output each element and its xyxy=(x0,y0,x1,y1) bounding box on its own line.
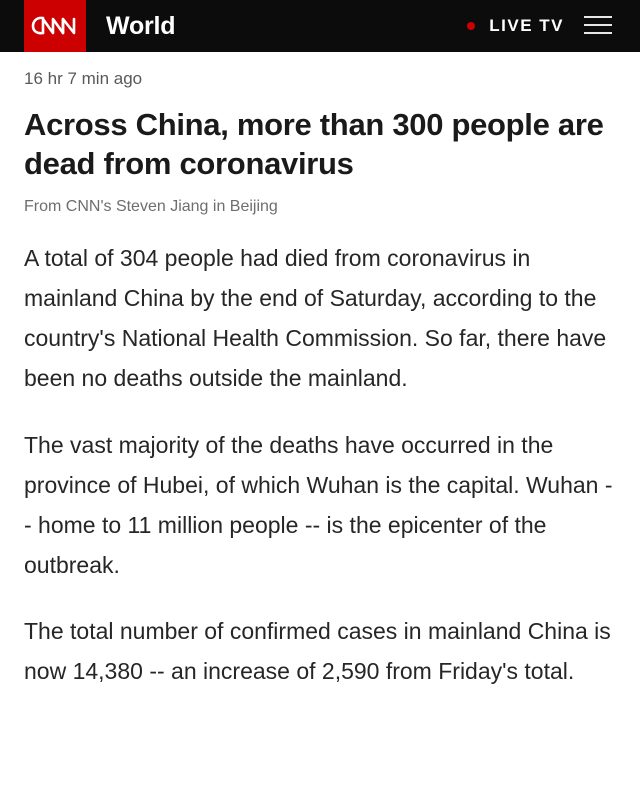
live-tv-link[interactable]: LIVE TV xyxy=(467,0,564,52)
live-tv-label: LIVE TV xyxy=(489,16,564,35)
post-byline: From CNN's Steven Jiang in Beijing xyxy=(24,198,278,215)
cnn-logo[interactable] xyxy=(24,0,86,52)
top-navigation-bar: World LIVE TV xyxy=(0,0,640,52)
post-timestamp: 16 hr 7 min ago xyxy=(24,69,143,88)
live-post: 16 hr 7 min ago Across China, more than … xyxy=(0,69,640,691)
post-paragraph: The vast majority of the deaths have occ… xyxy=(24,432,613,578)
cnn-logo-icon xyxy=(31,16,76,35)
post-paragraph: The total number of confirmed cases in m… xyxy=(24,618,611,684)
section-title[interactable]: World xyxy=(106,11,176,40)
post-headline: Across China, more than 300 people are d… xyxy=(24,107,604,181)
post-paragraph: A total of 304 people had died from coro… xyxy=(24,245,607,391)
live-indicator-icon xyxy=(467,22,476,30)
hamburger-menu-icon[interactable] xyxy=(584,10,612,40)
